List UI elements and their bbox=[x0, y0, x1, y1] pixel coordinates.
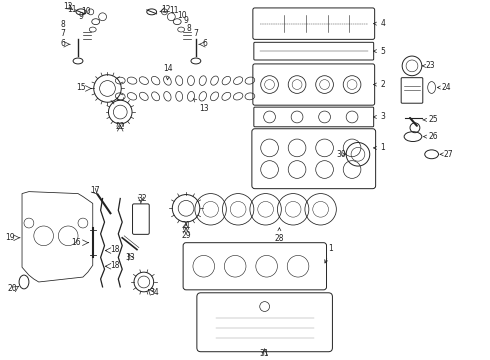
Text: 14: 14 bbox=[164, 64, 173, 80]
Text: 19: 19 bbox=[5, 233, 15, 242]
Text: 18: 18 bbox=[110, 245, 120, 254]
Text: 7: 7 bbox=[60, 29, 65, 38]
Text: 21: 21 bbox=[181, 221, 191, 230]
Text: 9: 9 bbox=[183, 16, 188, 25]
FancyBboxPatch shape bbox=[401, 78, 423, 103]
Text: 29: 29 bbox=[181, 231, 191, 240]
Text: 23: 23 bbox=[422, 62, 435, 71]
Text: 24: 24 bbox=[437, 83, 451, 92]
Text: 18: 18 bbox=[110, 261, 120, 270]
Text: 8: 8 bbox=[186, 24, 191, 33]
FancyBboxPatch shape bbox=[254, 107, 374, 127]
Text: 12: 12 bbox=[162, 5, 171, 14]
Text: 2: 2 bbox=[373, 80, 385, 89]
FancyBboxPatch shape bbox=[253, 8, 375, 39]
Text: 27: 27 bbox=[440, 150, 453, 159]
Text: 4: 4 bbox=[373, 19, 386, 28]
Text: 16: 16 bbox=[72, 238, 81, 247]
Text: 6: 6 bbox=[203, 39, 208, 48]
FancyBboxPatch shape bbox=[197, 293, 332, 352]
Text: 13: 13 bbox=[194, 99, 208, 113]
FancyBboxPatch shape bbox=[252, 129, 376, 189]
FancyBboxPatch shape bbox=[132, 204, 149, 234]
FancyBboxPatch shape bbox=[253, 64, 375, 105]
Text: 17: 17 bbox=[90, 186, 99, 195]
Text: 34: 34 bbox=[150, 288, 159, 297]
Text: 11: 11 bbox=[68, 5, 77, 14]
Text: 1: 1 bbox=[373, 143, 385, 152]
Text: 3: 3 bbox=[373, 112, 386, 121]
Text: 11: 11 bbox=[170, 6, 179, 15]
FancyBboxPatch shape bbox=[183, 243, 326, 290]
Text: 6: 6 bbox=[60, 39, 65, 48]
Text: 5: 5 bbox=[373, 47, 386, 56]
Text: 20: 20 bbox=[7, 284, 17, 293]
Text: 33: 33 bbox=[125, 253, 135, 262]
Text: 8: 8 bbox=[60, 20, 65, 29]
Text: 30: 30 bbox=[336, 150, 346, 159]
Text: 32: 32 bbox=[137, 194, 147, 203]
Text: 25: 25 bbox=[423, 116, 439, 125]
Text: 9: 9 bbox=[78, 12, 83, 21]
Text: 15: 15 bbox=[76, 83, 86, 92]
Text: 26: 26 bbox=[423, 132, 439, 141]
Polygon shape bbox=[22, 192, 93, 282]
Text: 10: 10 bbox=[177, 11, 187, 20]
FancyBboxPatch shape bbox=[254, 42, 374, 60]
Text: 31: 31 bbox=[260, 349, 270, 358]
Text: 7: 7 bbox=[193, 29, 198, 38]
Text: 10: 10 bbox=[81, 7, 91, 16]
Text: 12: 12 bbox=[63, 3, 73, 12]
Text: 1: 1 bbox=[325, 244, 333, 263]
Text: 28: 28 bbox=[274, 228, 284, 243]
Text: 22: 22 bbox=[116, 122, 125, 131]
